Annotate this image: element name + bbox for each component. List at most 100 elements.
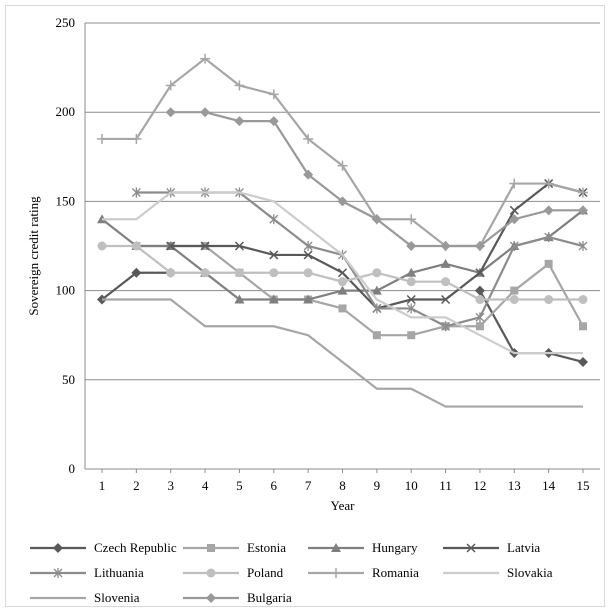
x-tick-label: 1 xyxy=(99,478,106,493)
data-point xyxy=(406,303,416,314)
data-point xyxy=(200,241,210,251)
data-point xyxy=(441,294,451,305)
data-point xyxy=(166,241,176,251)
legend-label: Estonia xyxy=(247,540,286,555)
x-tick-label: 2 xyxy=(133,478,140,493)
data-point xyxy=(509,241,519,251)
legend-label: Slovakia xyxy=(507,565,553,580)
data-point xyxy=(268,294,279,304)
data-point xyxy=(579,322,587,331)
data-point xyxy=(165,107,176,118)
legend-label: Romania xyxy=(372,565,419,580)
data-point xyxy=(131,267,142,278)
data-point xyxy=(509,295,519,305)
data-point xyxy=(440,241,451,251)
data-point xyxy=(578,241,588,251)
series-line-8 xyxy=(102,191,583,355)
x-tick-label: 6 xyxy=(271,478,278,493)
data-point xyxy=(475,295,485,305)
legend-marker xyxy=(53,543,63,553)
x-tick-label: 12 xyxy=(473,478,486,493)
data-point xyxy=(407,331,416,340)
data-point xyxy=(234,116,245,127)
data-point xyxy=(406,294,416,305)
data-point xyxy=(441,321,451,332)
data-point xyxy=(268,116,279,127)
data-point xyxy=(303,133,314,144)
data-point xyxy=(131,133,142,144)
x-tick-label: 8 xyxy=(339,478,346,493)
legend-marker xyxy=(331,543,341,552)
legend-label: Slovenia xyxy=(94,590,140,605)
y-tick-label: 200 xyxy=(56,104,76,119)
data-point xyxy=(337,285,348,295)
x-axis-title: Year xyxy=(331,498,356,513)
data-point xyxy=(406,241,417,251)
x-tick-label: 10 xyxy=(405,478,418,493)
data-point xyxy=(406,214,417,225)
x-tick-label: 15 xyxy=(577,478,590,493)
data-point xyxy=(200,53,211,64)
y-tick-label: 250 xyxy=(56,15,76,30)
data-point xyxy=(406,277,416,287)
data-point xyxy=(474,285,485,296)
legend-label: Bulgaria xyxy=(247,590,292,605)
data-point xyxy=(475,268,485,278)
y-tick-label: 50 xyxy=(62,372,75,387)
data-point xyxy=(509,205,519,215)
data-point xyxy=(269,214,279,225)
data-point xyxy=(475,312,485,323)
data-point xyxy=(371,214,382,225)
data-point xyxy=(509,214,520,225)
data-point xyxy=(337,160,348,171)
y-tick-label: 0 xyxy=(69,461,76,476)
data-point xyxy=(338,277,347,287)
data-point xyxy=(441,277,451,287)
data-point xyxy=(269,268,279,278)
data-point xyxy=(200,268,210,278)
data-point xyxy=(578,295,588,305)
data-point xyxy=(303,241,313,251)
legend-marker xyxy=(466,543,476,553)
legend-label: Lithuania xyxy=(94,565,144,580)
data-point xyxy=(371,285,382,295)
series-line-2 xyxy=(136,244,584,337)
data-point xyxy=(234,241,244,251)
x-tick-label: 13 xyxy=(508,478,521,493)
data-point xyxy=(544,232,554,243)
legend-marker xyxy=(206,593,216,603)
data-point xyxy=(338,304,347,313)
data-point xyxy=(543,205,554,216)
data-point xyxy=(165,80,176,91)
x-tick-label: 14 xyxy=(542,478,556,493)
data-point xyxy=(475,322,484,331)
data-point xyxy=(234,294,245,304)
legend-marker xyxy=(206,568,216,578)
legend-label: Poland xyxy=(247,565,284,580)
data-point xyxy=(509,178,520,189)
data-point xyxy=(131,187,141,198)
data-point xyxy=(97,133,107,144)
x-tick-label: 7 xyxy=(305,478,312,493)
data-point xyxy=(234,80,245,91)
data-point xyxy=(303,268,313,278)
legend-label: Latvia xyxy=(507,540,540,555)
data-point xyxy=(578,205,588,216)
legend-label: Hungary xyxy=(372,540,418,555)
data-point xyxy=(544,295,554,305)
data-point xyxy=(406,267,417,277)
data-point xyxy=(97,241,107,251)
x-tick-label: 3 xyxy=(167,478,174,493)
series-line-9 xyxy=(102,298,583,408)
data-point xyxy=(234,268,244,278)
legend-label: Czech Republic xyxy=(94,540,177,555)
chart-frame xyxy=(5,5,605,607)
data-point xyxy=(337,268,348,278)
series-line-10 xyxy=(170,111,583,248)
data-point xyxy=(578,187,588,198)
data-point xyxy=(337,196,348,207)
data-point xyxy=(200,107,211,118)
data-point xyxy=(578,356,588,367)
data-point xyxy=(166,268,176,278)
